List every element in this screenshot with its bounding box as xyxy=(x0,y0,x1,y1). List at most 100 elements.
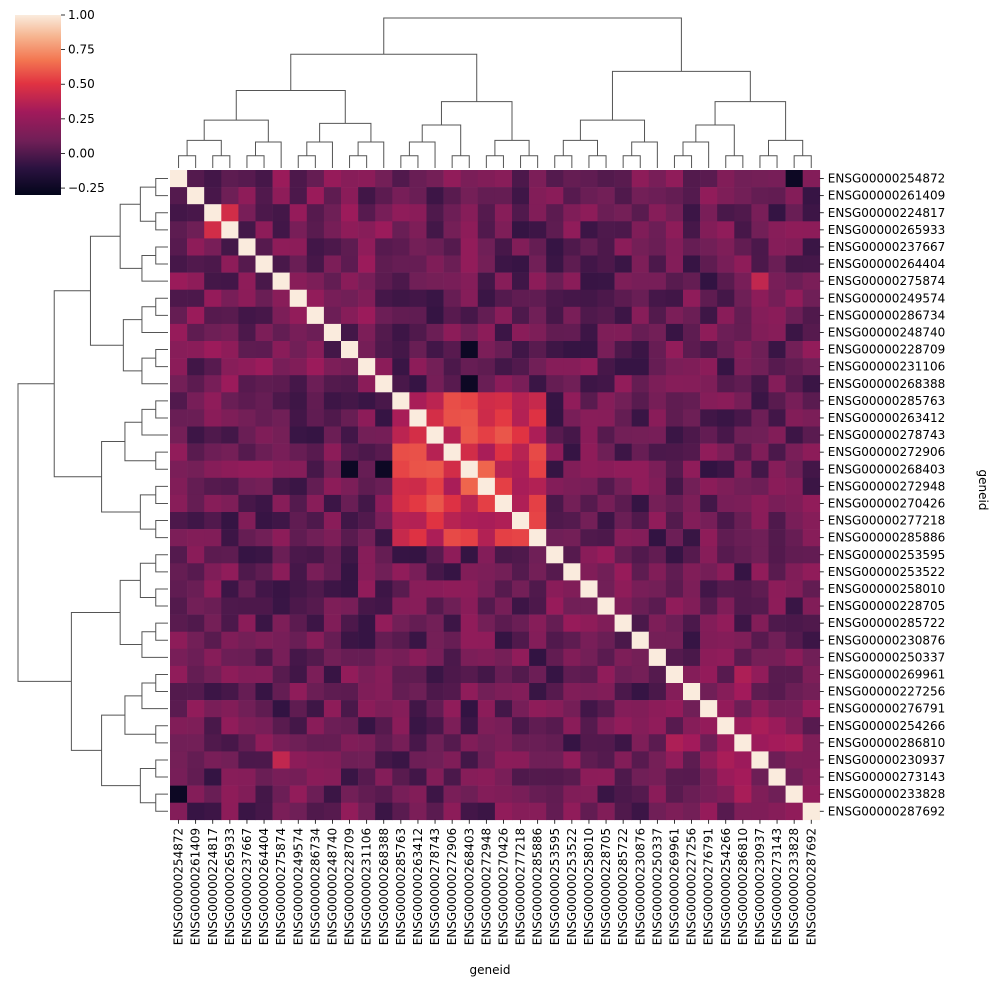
heatmap-cell xyxy=(580,187,598,205)
heatmap-cell xyxy=(204,221,222,239)
heatmap-cell xyxy=(529,512,547,530)
heatmap-cell xyxy=(648,341,667,359)
heatmap-cell xyxy=(785,409,803,427)
heatmap-cell xyxy=(768,751,786,769)
heatmap-cell xyxy=(426,477,444,496)
heatmap-cell xyxy=(700,170,718,188)
heatmap-cell xyxy=(341,648,359,667)
heatmap-cell xyxy=(306,204,325,222)
heatmap-cell xyxy=(323,443,342,461)
heatmap-cell xyxy=(734,272,752,290)
heatmap-cell xyxy=(272,546,290,564)
heatmap-cell xyxy=(631,494,650,513)
heatmap-cell xyxy=(768,255,786,273)
heatmap-cell xyxy=(323,323,342,342)
heatmap-cell xyxy=(323,255,342,273)
heatmap-cell xyxy=(734,785,752,803)
heatmap-cell xyxy=(460,512,479,530)
heatmap-cell xyxy=(426,648,444,667)
heatmap-cell xyxy=(272,580,290,598)
heatmap-cell xyxy=(358,409,376,427)
heatmap-cell xyxy=(683,460,701,479)
heatmap-cell xyxy=(392,392,410,410)
heatmap-cell xyxy=(460,323,479,342)
heatmap-cell xyxy=(306,768,325,786)
heatmap-cell xyxy=(631,289,650,308)
heatmap-cell xyxy=(580,238,598,256)
heatmap-cell xyxy=(512,665,530,684)
heatmap-cell xyxy=(648,802,667,821)
row-dendrogram-link xyxy=(141,255,168,282)
column-tick-labels: ENSG00000254872 ENSG00000261409 ENSG000002… xyxy=(172,819,818,945)
heatmap-cell xyxy=(272,289,290,308)
heatmap-cell xyxy=(443,751,461,769)
heatmap-cell xyxy=(768,358,786,376)
heatmap-cell xyxy=(392,460,410,479)
heatmap-cell xyxy=(358,802,376,821)
heatmap-cell xyxy=(802,665,821,684)
row-dendrogram-link xyxy=(155,520,168,539)
heatmap-cell xyxy=(580,272,598,290)
heatmap-cell xyxy=(717,717,735,735)
heatmap-cell xyxy=(238,238,256,256)
heatmap-cell xyxy=(341,546,359,564)
heatmap-cell xyxy=(443,597,461,615)
heatmap-cell xyxy=(802,494,821,513)
heatmap-cell xyxy=(802,306,821,325)
heatmap-cell xyxy=(341,597,359,615)
heatmap-cell xyxy=(272,409,290,427)
heatmap-cell xyxy=(494,306,513,325)
heatmap-cell xyxy=(614,409,632,427)
col-tick-label: ENSG00000272906 xyxy=(445,828,459,945)
heatmap-cell xyxy=(631,272,650,290)
heatmap-cell xyxy=(700,751,718,769)
heatmap-cell xyxy=(221,683,239,701)
heatmap-cell xyxy=(443,255,461,273)
heatmap-cell xyxy=(665,426,684,444)
heatmap-cell xyxy=(580,204,598,222)
heatmap-cell xyxy=(734,306,752,325)
heatmap-cell xyxy=(272,204,290,222)
heatmap-cell xyxy=(289,392,308,410)
heatmap-cell xyxy=(631,323,650,342)
heatmap-cell xyxy=(272,665,290,684)
heatmap-cell xyxy=(768,221,786,239)
heatmap-cell xyxy=(648,597,667,615)
heatmap-cell xyxy=(426,665,444,684)
heatmap-cell xyxy=(734,802,752,821)
heatmap-cell xyxy=(768,580,786,598)
heatmap-cell xyxy=(392,768,410,786)
heatmap-cell xyxy=(802,375,821,393)
heatmap-cell xyxy=(614,426,632,444)
heatmap-cell xyxy=(341,802,359,821)
heatmap-cell xyxy=(563,460,581,479)
heatmap-cell xyxy=(700,306,718,325)
heatmap-cell xyxy=(734,204,752,222)
heatmap-cell xyxy=(358,546,376,564)
row-dendrogram-link xyxy=(101,440,141,513)
heatmap-cell xyxy=(477,306,496,325)
heatmap-cell xyxy=(546,289,564,308)
heatmap-cell xyxy=(494,187,513,205)
heatmap-cell xyxy=(563,272,581,290)
heatmap-cell xyxy=(700,409,718,427)
heatmap-cell xyxy=(443,563,461,581)
heatmap-cell xyxy=(563,768,581,786)
row-dendrogram-link xyxy=(141,631,168,658)
heatmap-cell xyxy=(392,221,410,239)
heatmap-cell xyxy=(580,717,598,735)
heatmap-cell xyxy=(443,665,461,684)
row-dendrogram-link xyxy=(155,673,168,693)
heatmap-cell xyxy=(785,751,803,769)
heatmap-cell xyxy=(221,512,239,530)
heatmap-cell xyxy=(255,341,273,359)
heatmap-cell xyxy=(170,187,188,205)
heatmap-cell xyxy=(648,768,667,786)
heatmap-cell xyxy=(306,785,325,803)
heatmap-cell xyxy=(221,563,239,581)
heatmap-cell xyxy=(477,614,496,632)
heatmap-cell xyxy=(238,648,256,667)
heatmap-cell xyxy=(306,323,325,342)
heatmap-cell xyxy=(323,734,342,752)
